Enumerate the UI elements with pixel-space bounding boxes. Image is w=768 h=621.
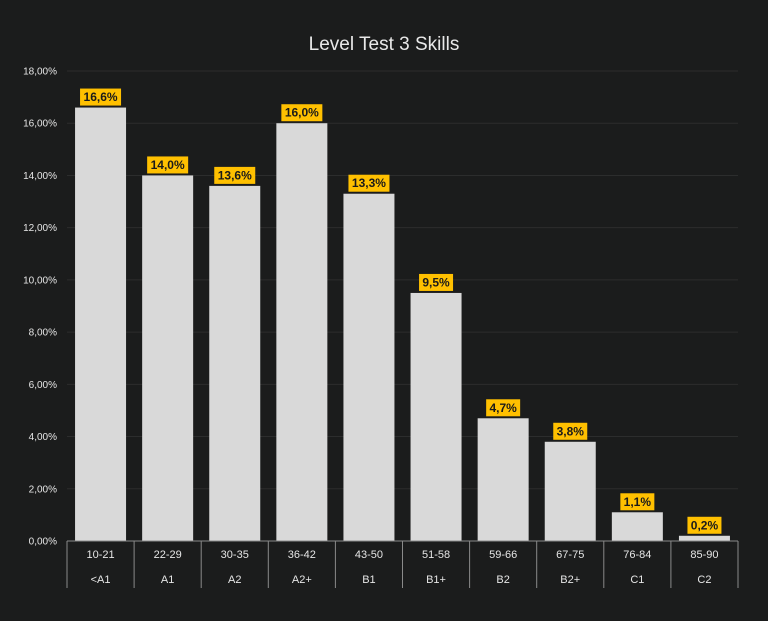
data-label: 3,8% (557, 424, 585, 438)
data-label-box (214, 166, 256, 184)
bar (142, 175, 194, 541)
y-tick-label: 18,00% (23, 67, 57, 78)
x-tick-label: 85-90 (690, 549, 718, 561)
data-label: 0,2% (691, 518, 719, 532)
y-tick-label: 2,00% (29, 484, 57, 495)
x-tick-label: 30-35 (221, 549, 249, 561)
data-label: 16,0% (285, 106, 319, 120)
y-tick-label: 12,00% (23, 223, 57, 234)
y-axis: 0,00% 2,00% 4,00% 6,00% 8,00% 10,00% 12,00% 14,… (23, 67, 57, 548)
x-tick-label: 10-21 (86, 549, 114, 561)
bar (678, 535, 730, 541)
y-tick-label: 16,00% (23, 119, 57, 130)
data-label: 14,0% (151, 158, 185, 172)
data-label: 9,5% (422, 275, 450, 289)
y-tick-label: 0,00% (29, 537, 57, 548)
bar (477, 418, 529, 541)
x-level-label: C2 (697, 574, 711, 586)
data-label-box (620, 493, 655, 511)
x-level-label: <A1 (91, 574, 111, 586)
x-tick-label: 67-75 (556, 549, 584, 561)
chart-title: Level Test 3 Skills (308, 34, 460, 55)
bar (343, 193, 395, 541)
y-tick-label: 10,00% (23, 275, 57, 286)
x-level-label: A1 (161, 574, 174, 586)
x-tick-label: 22-29 (154, 549, 182, 561)
data-label: 16,6% (84, 90, 118, 104)
x-level-label: C1 (630, 574, 644, 586)
x-level-label: B1 (362, 574, 375, 586)
x-tick-label: 36-42 (288, 549, 316, 561)
bar (544, 441, 596, 541)
y-tick-label: 14,00% (23, 171, 57, 182)
x-level-label: A2+ (292, 574, 312, 586)
data-label-box (147, 156, 189, 174)
data-label-box (281, 104, 323, 122)
data-label-box (687, 516, 722, 534)
gridlines (67, 70, 738, 490)
x-tick-label: 43-50 (355, 549, 383, 561)
data-label-box (419, 273, 454, 291)
y-tick-label: 4,00% (29, 432, 57, 443)
x-axis: 10-21 <A1 22-29 A1 30-35 A2 36-42 A2+ 43-50 B1 51-… (66, 540, 739, 588)
data-label-box (486, 399, 521, 417)
bars (75, 107, 730, 542)
y-tick-label: 6,00% (29, 380, 57, 391)
x-level-label: B2+ (560, 574, 580, 586)
data-label: 13,6% (218, 168, 252, 182)
data-label-box (80, 88, 122, 106)
x-level-label: B1+ (426, 574, 446, 586)
x-tick-label: 59-66 (489, 549, 517, 561)
data-label: 4,7% (489, 401, 517, 415)
x-level-label: B2 (496, 574, 509, 586)
data-label: 13,3% (352, 176, 386, 190)
x-tick-label: 51-58 (422, 549, 450, 561)
data-labels: 16,6% 14,0% 13,6% 16,0% 13,3% 9,5% 4,7% 3,8% 1,1… (80, 88, 722, 534)
bar (611, 512, 663, 541)
data-label: 1,1% (624, 495, 652, 509)
bar (276, 123, 328, 541)
x-tick-label: 76-84 (623, 549, 651, 561)
bar (209, 185, 261, 541)
y-tick-label: 8,00% (29, 328, 57, 339)
bar (410, 292, 462, 541)
data-label-box (348, 174, 390, 192)
data-label-box (553, 422, 588, 440)
x-level-label: A2 (228, 574, 241, 586)
bar (75, 107, 127, 542)
